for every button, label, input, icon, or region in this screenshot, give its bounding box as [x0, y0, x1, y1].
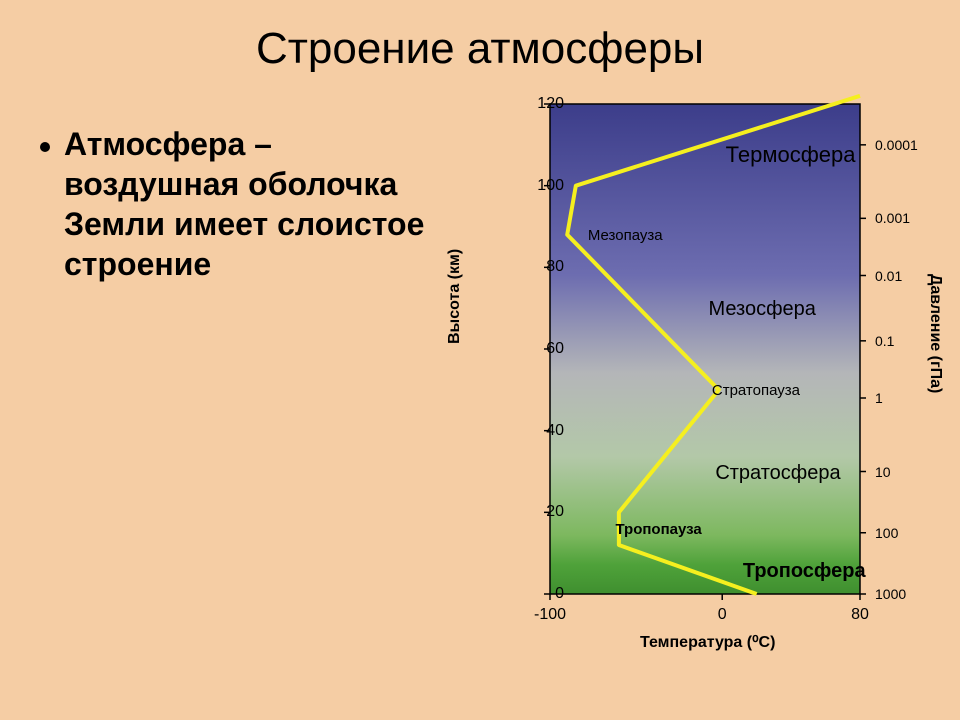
y-right-tick: 1 — [875, 390, 883, 406]
layer-label: Стратопауза — [712, 382, 800, 399]
layer-label: Мезосфера — [708, 298, 815, 321]
bullet-column: Атмосфера – воздушная оболочка Земли име… — [40, 94, 440, 654]
y-right-tick: 0.1 — [875, 333, 894, 349]
bullet-item: Атмосфера – воздушная оболочка Земли име… — [40, 124, 440, 284]
y-left-tick: 80 — [546, 258, 564, 276]
layer-label: Стратосфера — [715, 462, 840, 485]
layer-label: Термосфера — [726, 142, 856, 168]
y-left-tick: 40 — [546, 422, 564, 440]
y-right-tick: 10 — [875, 464, 891, 480]
layer-label: Мезопауза — [588, 227, 663, 244]
y-right-tick: 0.0001 — [875, 137, 918, 153]
page-title: Строение атмосферы — [0, 0, 960, 74]
y-left-tick: 120 — [537, 95, 564, 113]
x-tick: 0 — [718, 606, 727, 624]
y-right-tick: 0.01 — [875, 268, 902, 284]
y-right-tick: 1000 — [875, 586, 906, 602]
y-right-tick: 100 — [875, 525, 898, 541]
y-left-tick: 100 — [537, 177, 564, 195]
layer-label: Тропопауза — [615, 521, 701, 538]
y-left-tick: 20 — [546, 503, 564, 521]
y-left-axis-label: Высота (км) — [446, 249, 464, 344]
y-right-tick: 0.001 — [875, 210, 910, 226]
y-left-tick: 60 — [546, 340, 564, 358]
content-row: Атмосфера – воздушная оболочка Земли име… — [0, 74, 960, 654]
bullet-dot-icon — [40, 142, 50, 152]
x-tick: -100 — [534, 606, 566, 624]
x-axis-label: Температура (⁰С) — [640, 632, 775, 652]
y-left-tick: 0 — [555, 585, 564, 603]
y-right-axis-label: Давление (гПа) — [926, 274, 944, 393]
x-tick: 80 — [851, 606, 869, 624]
layer-label: Тропосфера — [743, 560, 866, 583]
atmosphere-chart: Высота (км) Давление (гПа) Температура (… — [440, 94, 940, 654]
bullet-text: Атмосфера – воздушная оболочка Земли име… — [64, 124, 440, 284]
